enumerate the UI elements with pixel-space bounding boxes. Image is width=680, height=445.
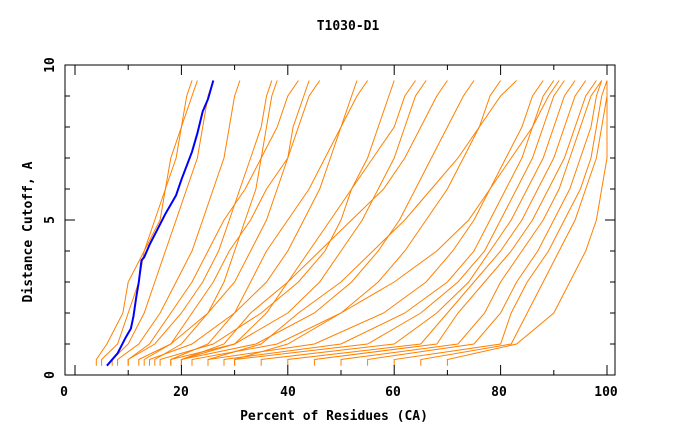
model-series-line: [234, 80, 560, 366]
model-series-line: [170, 80, 427, 366]
model-series-line: [313, 80, 597, 366]
y-tick-label: 10: [43, 57, 58, 73]
x-tick-label: 20: [173, 385, 189, 400]
model-series-line: [446, 80, 608, 366]
model-series-line: [127, 80, 299, 366]
model-series-line: [207, 80, 517, 366]
model-series-line: [180, 80, 416, 366]
highlight-series-line: [106, 80, 215, 367]
model-series-line: [159, 80, 395, 366]
x-tick-label: 0: [60, 385, 68, 400]
model-series-line: [143, 80, 321, 366]
model-series-line: [367, 80, 603, 366]
series-layer: [95, 80, 608, 367]
model-series-line: [170, 80, 369, 366]
y-tick-label: 0: [43, 371, 58, 379]
model-series-line: [191, 80, 502, 366]
model-series-line: [420, 80, 608, 366]
model-series-line: [260, 80, 576, 366]
model-series-line: [223, 80, 555, 366]
model-series-line: [393, 80, 608, 366]
x-tick-label: 100: [594, 385, 618, 400]
y-axis-label: Distance Cutoff, A: [21, 161, 36, 302]
model-series-line: [127, 80, 273, 366]
model-series-line: [234, 80, 565, 366]
model-series-line: [111, 80, 214, 366]
x-tick-label: 40: [280, 385, 296, 400]
chart-title: T1030-D1: [317, 19, 380, 34]
model-series-line: [287, 80, 587, 366]
model-series-line: [95, 80, 193, 366]
x-tick-label: 60: [385, 385, 401, 400]
ticks: [65, 64, 615, 376]
y-tick-label: 5: [43, 216, 58, 224]
model-series-line: [117, 80, 241, 366]
model-series-line: [180, 80, 448, 366]
model-series-line: [101, 80, 198, 366]
x-axis-label: Percent of Residues (CA): [240, 409, 428, 424]
model-series-line: [340, 80, 603, 366]
model-series-line: [149, 80, 358, 366]
x-tick-label: 80: [491, 385, 507, 400]
model-series-line: [207, 80, 544, 366]
